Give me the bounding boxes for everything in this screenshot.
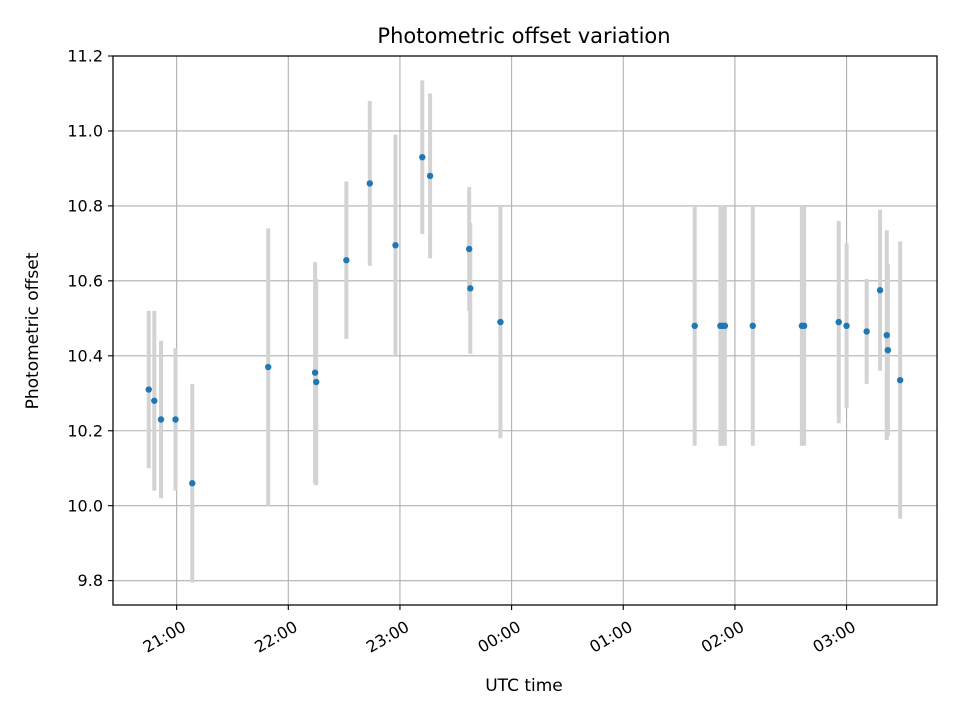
y-tick-label: 10.8 [67,196,103,215]
data-point [151,397,158,404]
plot-frame [112,55,938,606]
x-axis-label: UTC time [485,676,563,696]
data-point [863,328,870,335]
data-point [189,480,196,487]
data-point [800,322,808,330]
grid [113,55,937,605]
data-point [311,369,319,376]
data-point [721,322,729,330]
data-point [896,376,904,384]
y-tick-label: 10.0 [67,496,103,515]
data-point [172,416,179,423]
data-point [883,331,890,339]
data-point [884,346,892,354]
data-point [467,285,474,292]
data-point [465,245,473,253]
data-point [264,363,272,371]
data-point [157,416,165,423]
data-point [419,153,426,161]
y-tick-label: 11.0 [67,122,103,141]
y-tick-label: 10.6 [67,271,103,290]
y-axis-label: Photometric offset [23,252,43,409]
data-point [497,318,504,326]
data-point [145,386,152,393]
y-tick-label: 11.2 [67,47,103,66]
data-point [691,322,698,330]
data-point [843,322,850,330]
chart-title: Photometric offset variation [377,24,670,48]
data-point [835,318,842,326]
data-point [313,378,320,386]
data-point [749,322,756,330]
data-point [426,172,434,180]
data-point [343,257,350,264]
y-tick-label: 10.4 [67,346,103,365]
data-points [145,153,904,487]
data-point [392,242,399,249]
data-point [876,287,884,294]
y-tick-label: 10.2 [67,421,103,440]
data-point [366,180,374,187]
y-tick-label: 9.8 [78,571,103,590]
